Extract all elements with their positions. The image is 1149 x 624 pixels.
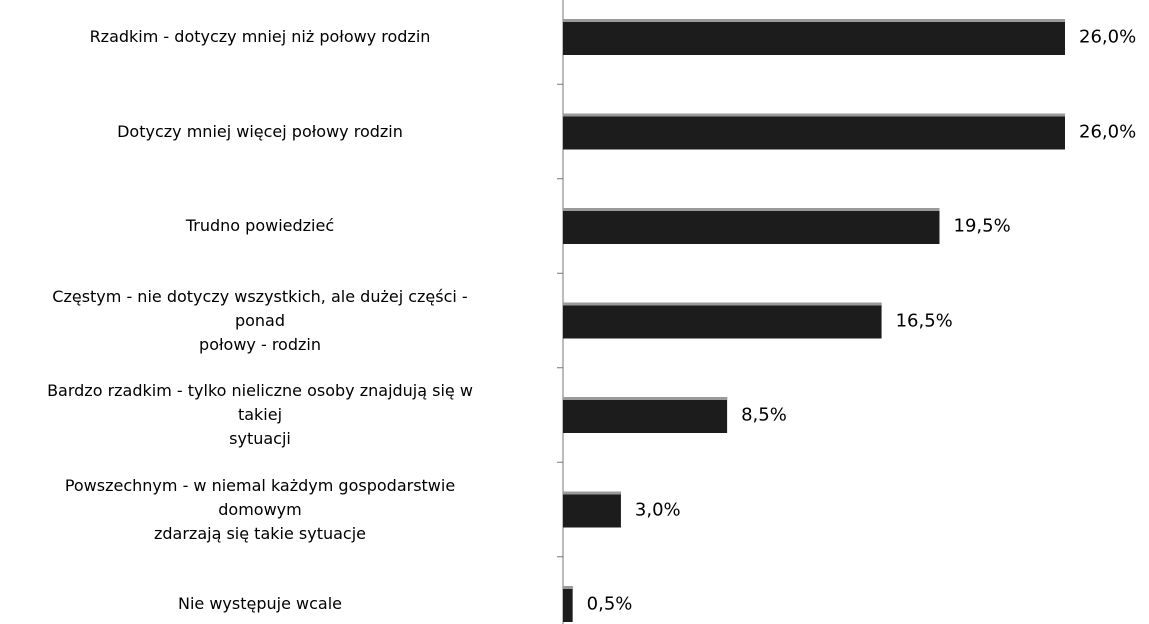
value-label: 0,5% [586,593,633,615]
category-label: Bardzo rzadkim - tylko nieliczne osoby z… [47,381,473,448]
bar-highlight [563,491,621,495]
bar-highlight [563,586,573,589]
category-label: Dotyczy mniej więcej połowy rodzin [117,121,403,141]
bar-highlight [563,113,1065,117]
bar-highlight [563,302,882,306]
value-label: 19,5% [953,215,1011,237]
category-label: Rzadkim - dotyczy mniej niż połowy rodzi… [89,27,431,46]
category-label: Częstym - nie dotyczy wszystkich, ale du… [52,286,468,354]
value-label: 16,5% [895,310,953,331]
category-label: Trudno powiedzieć [185,216,335,235]
bar [563,302,882,339]
bar [563,208,940,244]
value-label: 26,0% [1079,26,1137,48]
bar-highlight [563,208,940,211]
bar-highlight [563,397,728,400]
bar [563,397,728,433]
bar [563,491,621,528]
category-label: Powszechnym - w niemal każdym gospodarst… [64,475,456,543]
bar [563,586,573,622]
value-label: 8,5% [741,404,787,426]
bar [563,113,1065,150]
value-label: 26,0% [1079,121,1137,142]
category-label: Nie występuje wcale [178,594,342,613]
bar-highlight [563,19,1065,22]
value-label: 3,0% [634,499,681,520]
bar [563,19,1065,55]
